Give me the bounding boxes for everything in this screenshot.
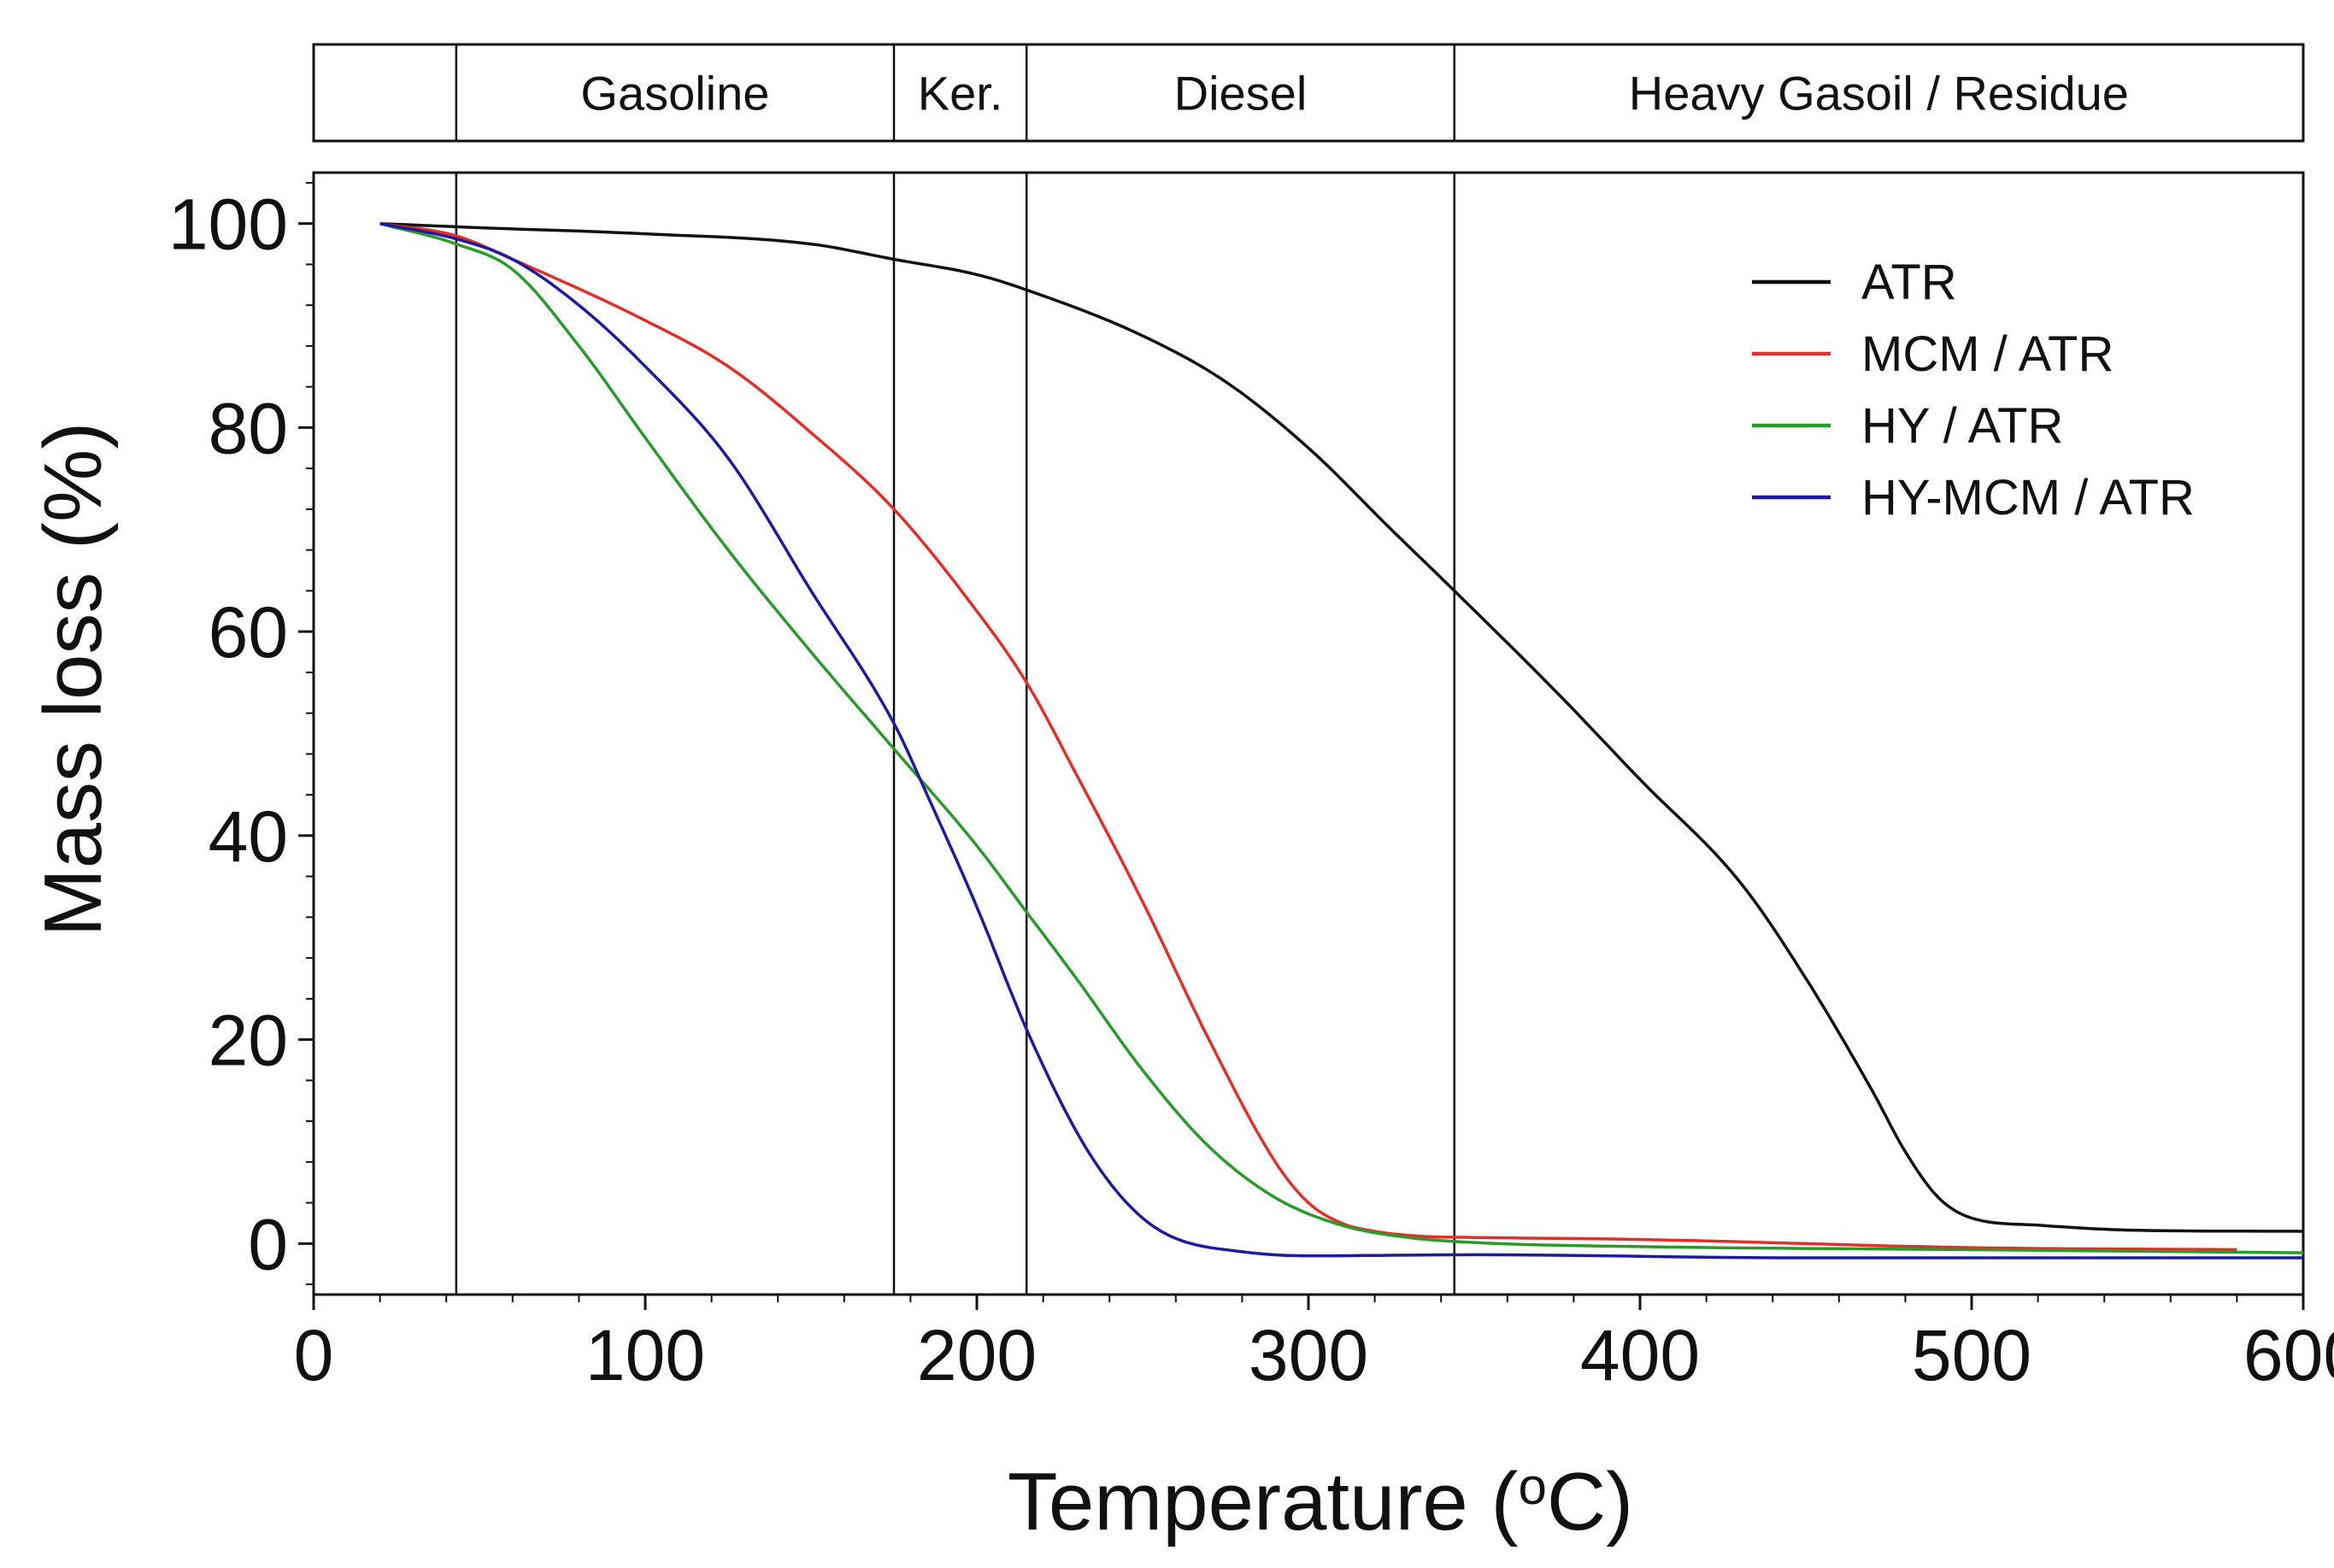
x-axis-title-prefix: Temperature ( — [1008, 1456, 1519, 1547]
series-line-hy-mcm-atr — [379, 221, 2303, 1260]
legend-label-atr: ATR — [1861, 255, 1957, 310]
legend-label-hy-mcm-atr: HY-MCM / ATR — [1861, 470, 2195, 526]
y-axis-title: Mass loss (%) — [27, 422, 119, 937]
fraction-boundaries — [455, 173, 1455, 1295]
x-tick-label: 0 — [294, 1315, 334, 1395]
x-axis-title-superscript: o — [1518, 1458, 1546, 1515]
legend: ATR MCM / ATR HY / ATR HY-MCM / ATR — [1752, 255, 2195, 526]
series-line-atr — [379, 221, 2304, 1233]
series-lines — [379, 221, 2304, 1260]
series-line-hy-atr — [379, 222, 2304, 1254]
series-line-mcm-atr — [379, 221, 2237, 1252]
band-label: Gasoline — [580, 67, 769, 120]
x-axis-title-suffix: C) — [1547, 1456, 1633, 1547]
y-tick-label: 20 — [209, 1001, 288, 1081]
y-tick-label: 100 — [168, 185, 288, 265]
x-tick-label: 100 — [585, 1315, 705, 1395]
y-tick-label: 40 — [209, 796, 288, 877]
x-axis-title: Temperature (oC) — [1008, 1456, 1633, 1547]
band-label: Heavy Gasoil / Residue — [1629, 67, 2129, 120]
x-tick-label: 400 — [1580, 1315, 1700, 1395]
x-tick-label: 500 — [1912, 1315, 2031, 1395]
axes: 0 100 200 300 400 500 600 0 20 40 60 80 100 — [168, 181, 2334, 1395]
y-tick-label: 80 — [209, 388, 288, 468]
x-tick-label: 200 — [917, 1315, 1037, 1395]
fraction-band-strip: Gasoline Ker. Diesel Heavy Gasoil / Residue — [312, 43, 2305, 143]
band-label: Ker. — [918, 67, 1003, 120]
band-label: Diesel — [1174, 67, 1308, 120]
legend-label-hy-atr: HY / ATR — [1861, 398, 2063, 454]
x-tick-label: 300 — [1249, 1315, 1368, 1395]
y-tick-label: 60 — [209, 592, 288, 672]
x-tick-label: 600 — [2243, 1315, 2334, 1395]
band-strip-frame — [312, 43, 2305, 143]
legend-label-mcm-atr: MCM / ATR — [1861, 326, 2114, 382]
y-tick-label: 0 — [248, 1204, 288, 1284]
